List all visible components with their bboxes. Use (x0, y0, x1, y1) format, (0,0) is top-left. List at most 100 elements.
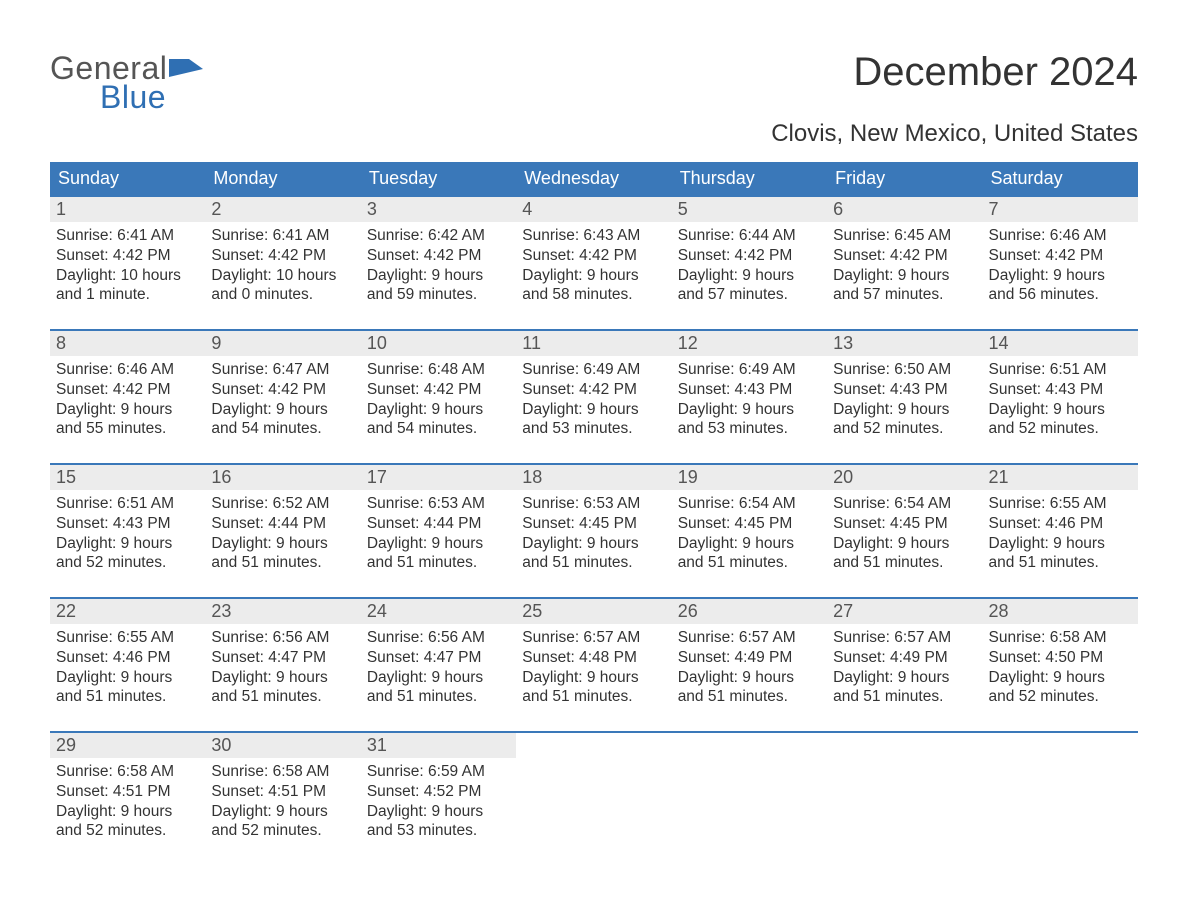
day-details: Sunrise: 6:53 AMSunset: 4:45 PMDaylight:… (516, 490, 671, 573)
day-details: Sunrise: 6:58 AMSunset: 4:51 PMDaylight:… (205, 758, 360, 841)
day-detail-line: Daylight: 9 hours (211, 668, 354, 688)
day-detail-line: Daylight: 9 hours (367, 400, 510, 420)
day-detail-line: Sunrise: 6:50 AM (833, 360, 976, 380)
day-details: Sunrise: 6:57 AMSunset: 4:49 PMDaylight:… (672, 624, 827, 707)
day-detail-line: Sunrise: 6:58 AM (211, 762, 354, 782)
day-number (827, 733, 982, 737)
day-detail-line: Daylight: 9 hours (367, 534, 510, 554)
calendar-day-cell: 17Sunrise: 6:53 AMSunset: 4:44 PMDayligh… (361, 465, 516, 575)
day-detail-line: and 54 minutes. (367, 419, 510, 439)
day-header: Thursday (672, 162, 827, 195)
day-detail-line: Sunset: 4:46 PM (989, 514, 1132, 534)
day-number: 14 (983, 331, 1138, 356)
calendar-day-cell: 29Sunrise: 6:58 AMSunset: 4:51 PMDayligh… (50, 733, 205, 843)
day-detail-line: Sunset: 4:50 PM (989, 648, 1132, 668)
day-details: Sunrise: 6:58 AMSunset: 4:51 PMDaylight:… (50, 758, 205, 841)
day-detail-line: and 53 minutes. (678, 419, 821, 439)
day-number: 16 (205, 465, 360, 490)
day-number: 20 (827, 465, 982, 490)
day-detail-line: Sunrise: 6:54 AM (833, 494, 976, 514)
day-detail-line: Sunrise: 6:54 AM (678, 494, 821, 514)
day-details: Sunrise: 6:54 AMSunset: 4:45 PMDaylight:… (827, 490, 982, 573)
day-detail-line: Sunrise: 6:52 AM (211, 494, 354, 514)
day-detail-line: and 51 minutes. (522, 687, 665, 707)
day-detail-line: Sunrise: 6:57 AM (678, 628, 821, 648)
day-detail-line: Sunset: 4:44 PM (367, 514, 510, 534)
day-number: 19 (672, 465, 827, 490)
day-detail-line: Sunrise: 6:57 AM (833, 628, 976, 648)
day-detail-line: and 51 minutes. (56, 687, 199, 707)
day-number: 9 (205, 331, 360, 356)
calendar-day-cell: 12Sunrise: 6:49 AMSunset: 4:43 PMDayligh… (672, 331, 827, 441)
logo: General Blue (50, 50, 203, 116)
day-detail-line: and 51 minutes. (678, 687, 821, 707)
day-detail-line: Sunset: 4:45 PM (678, 514, 821, 534)
day-number (672, 733, 827, 737)
day-details: Sunrise: 6:55 AMSunset: 4:46 PMDaylight:… (50, 624, 205, 707)
day-number: 15 (50, 465, 205, 490)
day-number: 7 (983, 197, 1138, 222)
day-number: 30 (205, 733, 360, 758)
day-details: Sunrise: 6:57 AMSunset: 4:49 PMDaylight:… (827, 624, 982, 707)
day-number: 18 (516, 465, 671, 490)
calendar-day-cell: 28Sunrise: 6:58 AMSunset: 4:50 PMDayligh… (983, 599, 1138, 709)
day-detail-line: and 52 minutes. (989, 419, 1132, 439)
day-number: 12 (672, 331, 827, 356)
day-details: Sunrise: 6:49 AMSunset: 4:42 PMDaylight:… (516, 356, 671, 439)
day-number: 2 (205, 197, 360, 222)
day-detail-line: Sunset: 4:43 PM (833, 380, 976, 400)
day-number: 17 (361, 465, 516, 490)
day-number: 5 (672, 197, 827, 222)
calendar-day-cell: 18Sunrise: 6:53 AMSunset: 4:45 PMDayligh… (516, 465, 671, 575)
day-detail-line: and 56 minutes. (989, 285, 1132, 305)
day-number: 22 (50, 599, 205, 624)
calendar-day-cell (672, 733, 827, 843)
day-detail-line: Sunset: 4:42 PM (56, 380, 199, 400)
day-detail-line: and 51 minutes. (211, 687, 354, 707)
day-detail-line: Sunrise: 6:58 AM (56, 762, 199, 782)
day-details: Sunrise: 6:51 AMSunset: 4:43 PMDaylight:… (983, 356, 1138, 439)
day-detail-line: and 51 minutes. (678, 553, 821, 573)
calendar-day-cell: 9Sunrise: 6:47 AMSunset: 4:42 PMDaylight… (205, 331, 360, 441)
calendar-day-cell: 11Sunrise: 6:49 AMSunset: 4:42 PMDayligh… (516, 331, 671, 441)
day-detail-line: Sunset: 4:48 PM (522, 648, 665, 668)
day-detail-line: Sunset: 4:44 PM (211, 514, 354, 534)
header: General Blue December 2024 (50, 50, 1138, 116)
day-detail-line: Sunset: 4:43 PM (678, 380, 821, 400)
calendar-day-cell (516, 733, 671, 843)
day-detail-line: Sunset: 4:42 PM (56, 246, 199, 266)
day-detail-line: and 55 minutes. (56, 419, 199, 439)
calendar-day-cell: 16Sunrise: 6:52 AMSunset: 4:44 PMDayligh… (205, 465, 360, 575)
day-detail-line: Sunrise: 6:56 AM (367, 628, 510, 648)
day-number: 24 (361, 599, 516, 624)
day-detail-line: Sunset: 4:51 PM (56, 782, 199, 802)
day-detail-line: Sunrise: 6:49 AM (678, 360, 821, 380)
calendar-day-cell: 5Sunrise: 6:44 AMSunset: 4:42 PMDaylight… (672, 197, 827, 307)
day-detail-line: Sunset: 4:46 PM (56, 648, 199, 668)
calendar-week: 1Sunrise: 6:41 AMSunset: 4:42 PMDaylight… (50, 195, 1138, 307)
calendar-week: 22Sunrise: 6:55 AMSunset: 4:46 PMDayligh… (50, 597, 1138, 709)
day-detail-line: Sunrise: 6:53 AM (522, 494, 665, 514)
day-detail-line: Daylight: 9 hours (56, 802, 199, 822)
day-detail-line: Daylight: 9 hours (522, 534, 665, 554)
day-detail-line: Sunset: 4:51 PM (211, 782, 354, 802)
calendar-day-cell: 25 Sunrise: 6:57 AMSunset: 4:48 PMDayligh… (516, 599, 671, 709)
day-detail-line: Daylight: 9 hours (367, 266, 510, 286)
day-number: 25 (516, 599, 671, 624)
day-detail-line: Daylight: 9 hours (56, 534, 199, 554)
day-detail-line: Sunrise: 6:48 AM (367, 360, 510, 380)
day-detail-line: Sunrise: 6:41 AM (56, 226, 199, 246)
day-detail-line: and 59 minutes. (367, 285, 510, 305)
day-detail-line: Sunset: 4:42 PM (989, 246, 1132, 266)
day-detail-line: Sunrise: 6:57 AM (522, 628, 665, 648)
day-details: Sunrise: 6:54 AMSunset: 4:45 PMDaylight:… (672, 490, 827, 573)
day-details: Sunrise: 6:48 AMSunset: 4:42 PMDaylight:… (361, 356, 516, 439)
day-details: Sunrise: 6:58 AMSunset: 4:50 PMDaylight:… (983, 624, 1138, 707)
day-number: 8 (50, 331, 205, 356)
calendar-day-cell: 15Sunrise: 6:51 AMSunset: 4:43 PMDayligh… (50, 465, 205, 575)
day-details: Sunrise: 6:56 AMSunset: 4:47 PMDaylight:… (361, 624, 516, 707)
calendar-day-cell: 8Sunrise: 6:46 AMSunset: 4:42 PMDaylight… (50, 331, 205, 441)
day-number: 29 (50, 733, 205, 758)
day-detail-line: Daylight: 9 hours (522, 668, 665, 688)
day-detail-line: and 52 minutes. (989, 687, 1132, 707)
